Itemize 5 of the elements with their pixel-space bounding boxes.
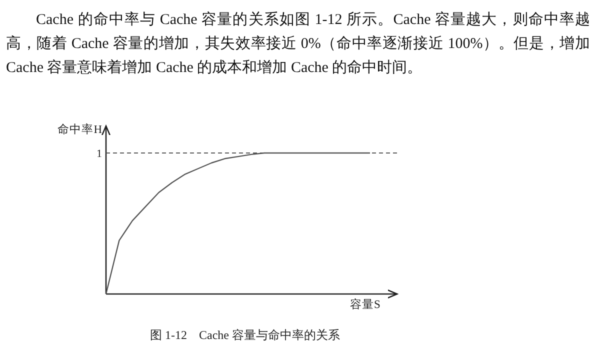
text: Cache 的命中率与 Cache 容量的关系如图 1-12 所示。Cache 容量越大，则命中率越高，随着 Cache 容量的增加，其失效率接近 0%（命中率逐渐接近 100%）。但是，增加 Cache 容量意味着增加 Cache 的成本和增加 Cache 的命中时间。 — [6, 10, 590, 78]
ref-line-label: 1 — [96, 148, 102, 160]
caption: 图 1-12 Cache 容量与命中率的关系 — [150, 328, 340, 342]
x-axis-title: 容量S — [350, 297, 380, 311]
y-axis-title: 命中率H — [58, 122, 102, 136]
